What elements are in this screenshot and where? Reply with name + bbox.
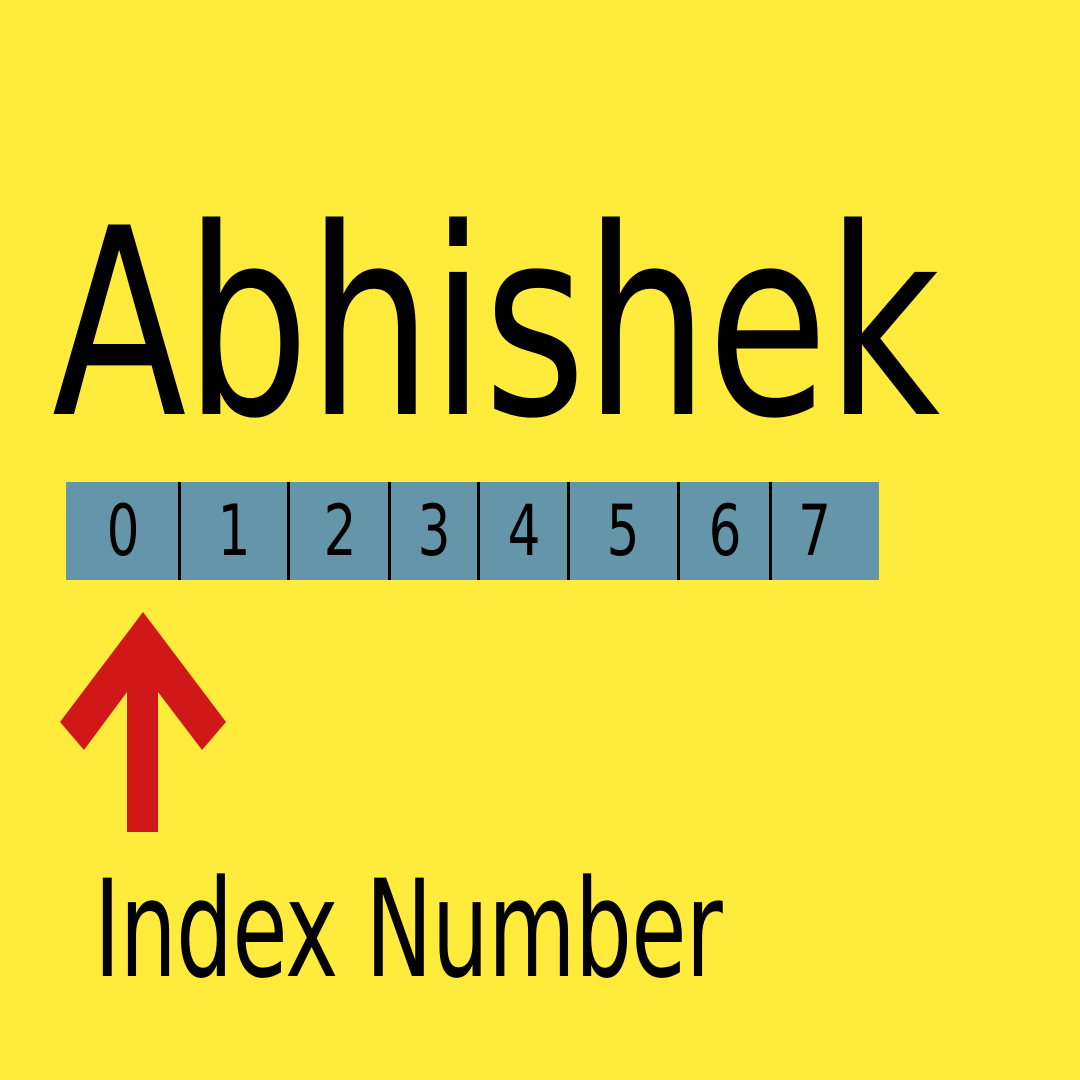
index-cell-3: 3 bbox=[417, 490, 451, 572]
index-cell-1: 1 bbox=[217, 490, 251, 572]
index-divider bbox=[769, 482, 772, 580]
word-text: Abhishek bbox=[52, 174, 940, 476]
index-divider bbox=[477, 482, 480, 580]
index-divider bbox=[178, 482, 181, 580]
index-divider bbox=[388, 482, 391, 580]
index-number-caption: Index Number bbox=[94, 851, 723, 1008]
index-cell-6: 6 bbox=[708, 490, 742, 572]
index-divider bbox=[287, 482, 290, 580]
index-strip: 0 1 2 3 4 5 6 7 bbox=[66, 482, 879, 580]
index-cell-7: 7 bbox=[798, 490, 831, 572]
index-divider bbox=[677, 482, 680, 580]
index-cell-0: 0 bbox=[106, 490, 140, 572]
index-cell-5: 5 bbox=[606, 490, 640, 572]
up-arrow-icon bbox=[60, 612, 226, 832]
index-divider bbox=[567, 482, 570, 580]
index-cell-2: 2 bbox=[323, 490, 357, 572]
index-cell-4: 4 bbox=[507, 490, 541, 572]
